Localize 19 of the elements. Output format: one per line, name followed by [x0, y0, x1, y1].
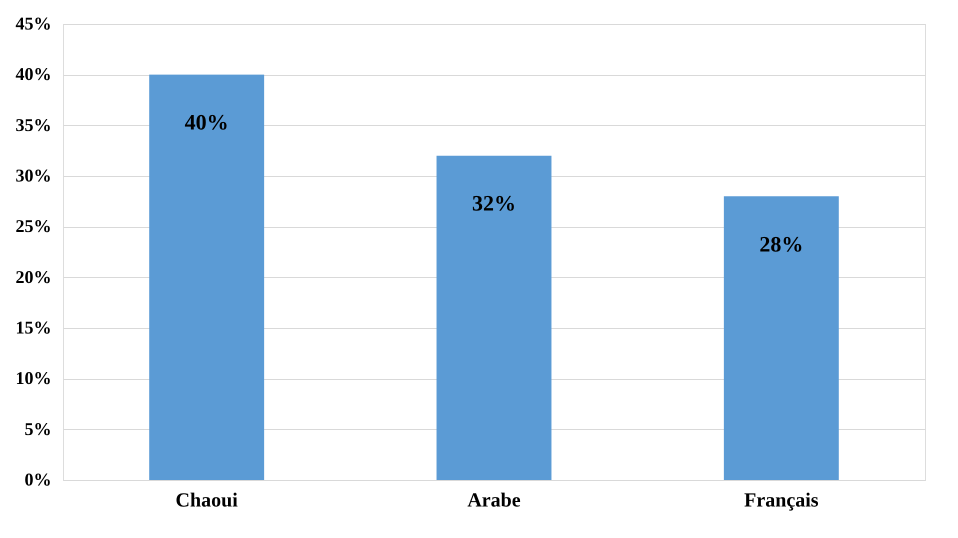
y-tick-label: 5% — [24, 418, 52, 439]
y-tick-label: 25% — [16, 216, 52, 236]
y-tick-label: 10% — [16, 368, 52, 388]
y-tick-label: 20% — [16, 266, 52, 287]
x-tick-label: Français — [744, 490, 819, 512]
bar — [724, 196, 839, 480]
data-label: 40% — [184, 110, 229, 135]
y-tick-label: 45% — [16, 14, 52, 34]
y-tick-label: 35% — [16, 114, 52, 135]
y-tick-label: 40% — [16, 64, 52, 84]
y-tick-label: 0% — [24, 470, 52, 490]
x-tick-label: Chaoui — [176, 490, 238, 512]
data-label: 32% — [472, 190, 516, 216]
y-tick-label: 30% — [16, 166, 52, 186]
y-tick-label: 15% — [16, 318, 52, 338]
x-tick-label: Arabe — [467, 490, 521, 512]
bar — [436, 156, 552, 480]
data-label: 28% — [759, 231, 804, 256]
bar — [149, 74, 264, 480]
